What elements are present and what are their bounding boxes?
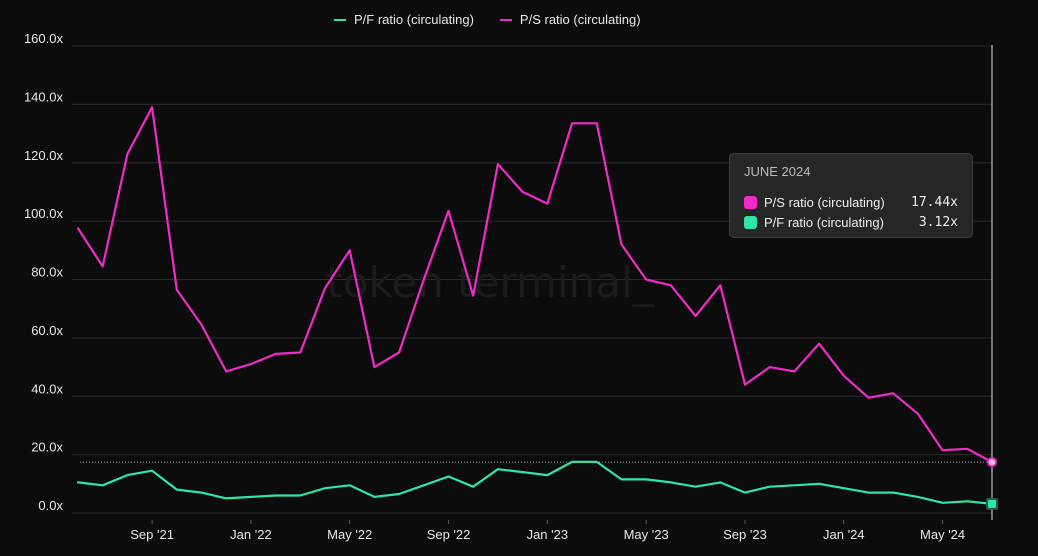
- tooltip-value-pf: 3.12x: [918, 214, 958, 230]
- legend-item-pf[interactable]: P/F ratio (circulating): [334, 12, 474, 27]
- x-tick-label: Jan '23: [527, 527, 569, 542]
- y-tick-label: 0.0x: [38, 498, 63, 513]
- x-tick-label: Jan '24: [823, 527, 865, 542]
- legend-swatch-pf: [334, 18, 346, 21]
- legend-label-pf: P/F ratio (circulating): [354, 12, 474, 27]
- x-tick-label: May '24: [920, 527, 965, 542]
- tooltip-swatch-pf: [744, 215, 757, 229]
- series-line-pf: [76, 460, 994, 505]
- y-tick-label: 60.0x: [31, 323, 63, 338]
- series-line-ps: [76, 106, 994, 464]
- series-layer: [76, 106, 994, 505]
- y-tick-label: 100.0x: [24, 206, 64, 221]
- x-axis: Sep '21 Jan '22 May '22 Sep '22 Jan '23 May '…: [130, 520, 965, 542]
- grid-layer: [72, 45, 992, 514]
- tooltip-label-pf: P/F ratio (circulating): [764, 214, 884, 230]
- hover-markers: [986, 457, 998, 510]
- chart-legend: P/F ratio (circulating) P/S ratio (circu…: [334, 12, 641, 27]
- hover-tooltip: JUNE 2024 P/S ratio (circulating) 17.44x…: [729, 153, 973, 238]
- watermark: token terminal_: [326, 258, 654, 307]
- x-tick-label: Sep '23: [723, 527, 767, 542]
- y-tick-label: 80.0x: [31, 265, 63, 280]
- tooltip-title: JUNE 2024: [744, 164, 811, 179]
- legend-item-ps[interactable]: P/S ratio (circulating): [499, 12, 641, 27]
- y-tick-label: 140.0x: [24, 89, 64, 104]
- x-tick-label: Sep '21: [130, 527, 174, 542]
- marker-pf: [988, 499, 996, 508]
- marker-ps: [987, 457, 997, 468]
- tooltip-row-ps: P/S ratio (circulating) 17.44x: [744, 192, 958, 212]
- x-tick-label: May '22: [327, 527, 372, 542]
- x-tick-label: Jan '22: [230, 527, 272, 542]
- tooltip-label-ps: P/S ratio (circulating): [764, 194, 885, 210]
- x-tick-label: Sep '22: [427, 527, 471, 542]
- y-tick-label: 160.0x: [24, 31, 64, 46]
- y-tick-label: 120.0x: [24, 148, 64, 163]
- legend-swatch-ps: [499, 18, 512, 21]
- tooltip-swatch-ps: [744, 195, 757, 209]
- tooltip-value-ps: 17.44x: [911, 194, 958, 210]
- y-tick-label: 40.0x: [31, 381, 63, 396]
- y-axis: 0.0x 20.0x 40.0x 60.0x 80.0x 100.0x 120.0x 140.…: [24, 31, 64, 513]
- legend-label-ps: P/S ratio (circulating): [519, 12, 641, 27]
- y-tick-label: 20.0x: [31, 440, 63, 455]
- tooltip-row-pf: P/F ratio (circulating) 3.12x: [744, 212, 958, 232]
- x-tick-label: May '23: [624, 527, 669, 542]
